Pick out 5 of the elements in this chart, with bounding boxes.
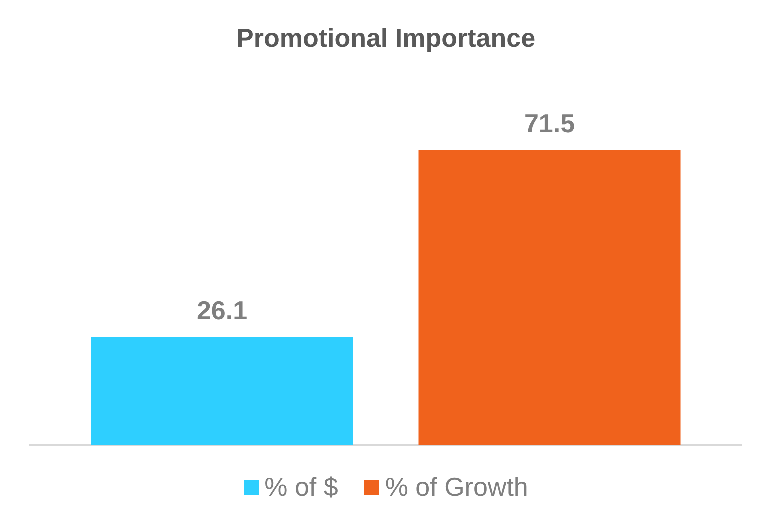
data-label: 71.5 — [524, 108, 576, 138]
chart-title: Promotional Importance — [236, 22, 536, 53]
legend-label: % of Growth — [385, 472, 528, 502]
data-label: 26.1 — [196, 296, 248, 326]
legend-label: % of $ — [264, 472, 338, 502]
